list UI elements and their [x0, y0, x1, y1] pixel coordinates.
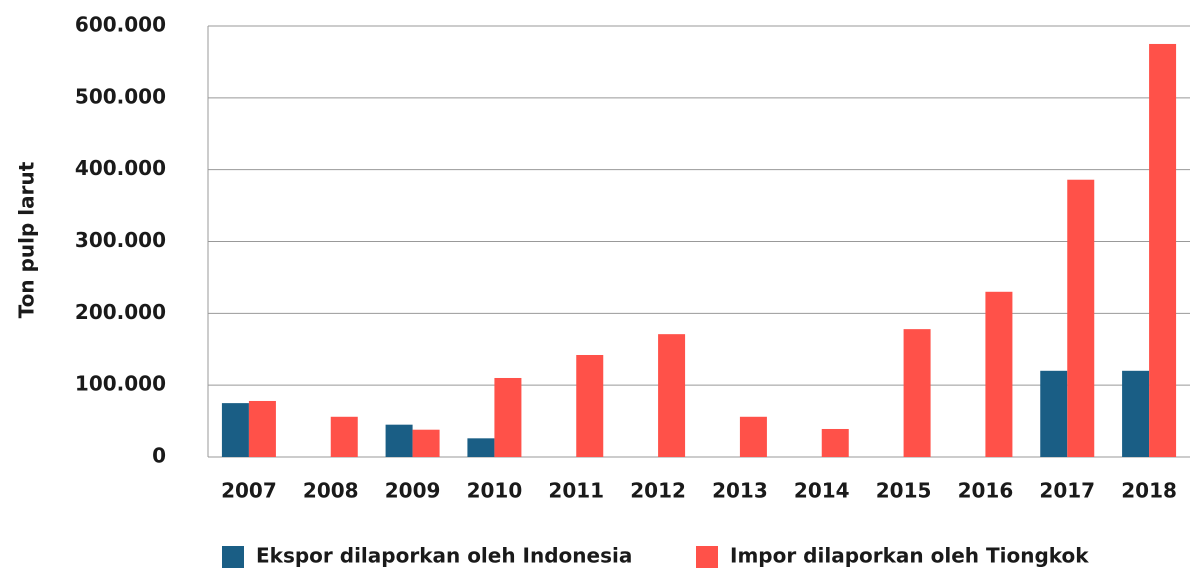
- bar: [467, 438, 495, 457]
- bar: [494, 377, 522, 457]
- legend-label: Impor dilaporkan oleh Tiongkok: [730, 544, 1089, 568]
- x-tick-label: 2013: [712, 479, 768, 503]
- bar: [1149, 43, 1177, 457]
- y-axis-label: Ton pulp larut: [15, 161, 39, 318]
- bar: [658, 334, 686, 457]
- x-tick-label: 2009: [385, 479, 441, 503]
- x-tick-label: 2017: [1039, 479, 1095, 503]
- y-tick-label: 600.000: [75, 13, 166, 37]
- bar: [1067, 179, 1095, 457]
- y-tick-label: 0: [152, 444, 166, 468]
- bar: [985, 291, 1013, 457]
- y-tick-label: 300.000: [75, 228, 166, 252]
- x-tick-label: 2011: [548, 479, 604, 503]
- legend-swatch: [222, 546, 244, 568]
- x-tick-label: 2012: [630, 479, 686, 503]
- bar: [1040, 370, 1068, 457]
- y-tick-label: 400.000: [75, 156, 166, 180]
- legend-swatch: [696, 546, 718, 568]
- y-tick-label: 200.000: [75, 300, 166, 324]
- bar: [739, 416, 767, 457]
- bar: [903, 329, 931, 457]
- y-tick-label: 100.000: [75, 372, 166, 396]
- x-tick-label: 2007: [221, 479, 277, 503]
- bar: [412, 429, 440, 457]
- bar: [385, 424, 413, 457]
- x-tick-label: 2018: [1121, 479, 1177, 503]
- x-tick-label: 2016: [958, 479, 1014, 503]
- legend-label: Ekspor dilaporkan oleh Indonesia: [256, 544, 632, 568]
- y-tick-label: 500.000: [75, 84, 166, 108]
- bar: [821, 428, 849, 457]
- x-tick-label: 2014: [794, 479, 850, 503]
- bar: [576, 354, 604, 457]
- x-tick-label: 2010: [467, 479, 523, 503]
- x-tick-label: 2015: [876, 479, 932, 503]
- bar: [248, 400, 276, 457]
- bar: [330, 416, 358, 457]
- bar: [1122, 370, 1150, 457]
- x-tick-label: 2008: [303, 479, 359, 503]
- bar: [221, 403, 249, 457]
